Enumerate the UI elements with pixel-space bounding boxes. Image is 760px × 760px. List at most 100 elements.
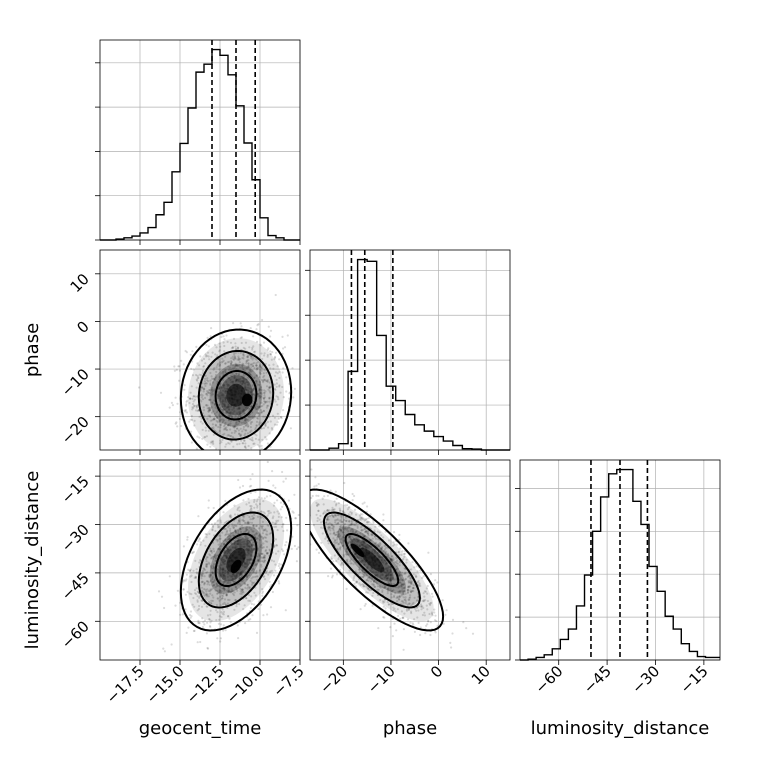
sample-point bbox=[257, 560, 260, 563]
sample-point bbox=[223, 551, 226, 554]
sample-point bbox=[435, 619, 438, 623]
sample-point bbox=[234, 362, 237, 365]
sample-point bbox=[205, 404, 208, 407]
panel-frame bbox=[99, 39, 301, 241]
sample-point bbox=[235, 573, 238, 576]
sample-point bbox=[233, 410, 236, 413]
sample-point bbox=[367, 530, 370, 533]
sample-point bbox=[262, 372, 265, 375]
sample-point bbox=[367, 517, 370, 520]
sample-point bbox=[246, 520, 250, 523]
sample-point bbox=[242, 499, 245, 502]
sample-point bbox=[336, 518, 339, 521]
sample-point bbox=[348, 536, 351, 539]
sample-point bbox=[249, 553, 253, 556]
sample-point bbox=[355, 581, 358, 584]
histogram-phase bbox=[310, 258, 510, 451]
sample-point bbox=[361, 543, 364, 547]
sample-point bbox=[246, 574, 249, 577]
sample-point bbox=[206, 614, 210, 617]
sample-point bbox=[361, 559, 364, 562]
sample-point bbox=[241, 518, 244, 521]
sample-point bbox=[310, 496, 313, 500]
sample-point bbox=[226, 410, 229, 413]
sample-point bbox=[203, 567, 206, 571]
sample-point bbox=[258, 570, 261, 573]
sample-point bbox=[379, 577, 382, 580]
sample-point bbox=[239, 434, 242, 437]
sample-point bbox=[307, 521, 309, 523]
sample-point bbox=[258, 535, 261, 538]
sample-point bbox=[222, 372, 225, 376]
sample-point bbox=[273, 525, 276, 529]
sample-point bbox=[387, 572, 390, 576]
sample-point bbox=[337, 522, 340, 525]
sample-point bbox=[245, 367, 248, 370]
sample-point bbox=[207, 410, 210, 413]
sample-point bbox=[202, 409, 206, 412]
sample-point bbox=[252, 568, 255, 571]
sample-point bbox=[328, 514, 332, 518]
sample-point bbox=[200, 359, 204, 362]
sample-point bbox=[189, 568, 192, 571]
sample-point bbox=[349, 538, 352, 541]
sample-point bbox=[252, 387, 255, 390]
sample-point bbox=[277, 580, 280, 583]
sample-point bbox=[280, 417, 283, 420]
sample-point bbox=[182, 363, 185, 366]
sample-point bbox=[347, 524, 350, 527]
sample-point bbox=[266, 510, 269, 513]
sample-point bbox=[250, 528, 253, 531]
sample-point bbox=[228, 581, 231, 585]
sample-point bbox=[208, 398, 211, 402]
sample-point bbox=[246, 355, 249, 358]
sample-point bbox=[193, 605, 196, 608]
sample-point bbox=[389, 577, 392, 580]
sample-point bbox=[291, 367, 294, 370]
sample-point bbox=[248, 521, 251, 524]
sample-point bbox=[275, 395, 278, 398]
sample-point bbox=[426, 599, 429, 603]
sample-point bbox=[258, 413, 261, 416]
sample-point bbox=[262, 381, 265, 384]
sample-point bbox=[441, 599, 444, 602]
sample-point bbox=[246, 543, 249, 546]
sample-point bbox=[224, 560, 227, 563]
sample-point bbox=[251, 543, 254, 546]
sample-point bbox=[291, 535, 294, 538]
sample-point bbox=[210, 355, 213, 358]
sample-point bbox=[222, 575, 225, 578]
sample-point bbox=[226, 548, 229, 551]
sample-point bbox=[285, 516, 288, 519]
sample-point bbox=[377, 543, 380, 546]
sample-point bbox=[261, 588, 264, 591]
sample-point bbox=[355, 580, 358, 583]
sample-point bbox=[185, 578, 188, 581]
sample-point bbox=[239, 535, 243, 538]
sample-point bbox=[335, 573, 339, 576]
sample-point bbox=[233, 452, 235, 454]
sample-point bbox=[339, 529, 343, 532]
sample-point bbox=[227, 579, 230, 582]
sample-point bbox=[351, 499, 354, 502]
sample-point bbox=[221, 402, 224, 405]
sample-point bbox=[359, 541, 362, 545]
sample-point bbox=[257, 412, 260, 415]
sample-point bbox=[270, 569, 274, 572]
sample-point bbox=[390, 593, 393, 596]
sample-point bbox=[345, 519, 348, 523]
sample-point bbox=[220, 592, 223, 595]
sample-point bbox=[408, 602, 411, 605]
sample-point bbox=[336, 538, 339, 541]
sample-point bbox=[230, 590, 233, 593]
sample-point bbox=[401, 583, 405, 586]
sample-point bbox=[249, 363, 252, 366]
sample-point bbox=[348, 535, 351, 539]
sample-point bbox=[257, 395, 260, 398]
sample-point bbox=[246, 389, 250, 392]
sample-point bbox=[359, 516, 362, 519]
sample-point bbox=[241, 442, 244, 445]
sample-point bbox=[229, 424, 232, 427]
sample-point bbox=[223, 580, 226, 583]
sample-point bbox=[223, 423, 226, 426]
